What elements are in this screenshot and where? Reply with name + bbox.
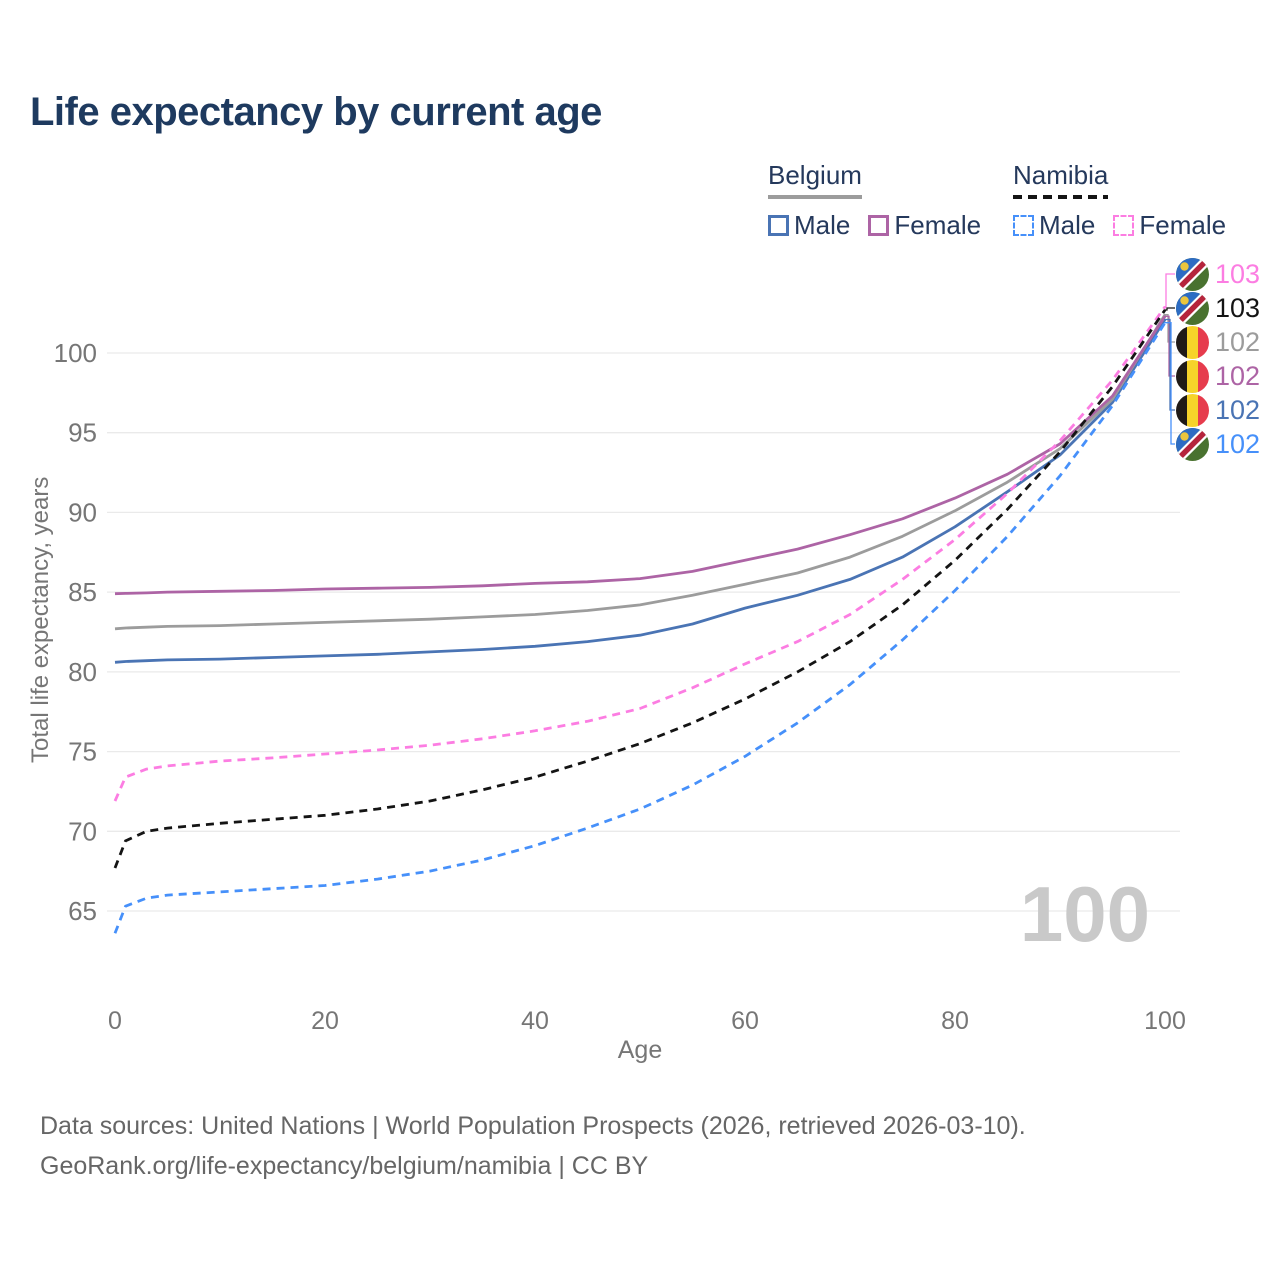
y-tick-label-80: 80: [68, 657, 97, 687]
belgium-flag-icon: [1176, 326, 1209, 359]
end-label-row-belgium_total[interactable]: 102: [1176, 325, 1260, 359]
legend-namibia-header[interactable]: Namibia: [1013, 160, 1109, 199]
end-label-value: 102: [1215, 428, 1261, 459]
end-label-value: 103: [1215, 292, 1261, 323]
legend-belgium-header[interactable]: Belgium: [768, 160, 862, 199]
namibia-flag-icon: [1176, 428, 1209, 461]
legend-item-belgium-female[interactable]: Female: [868, 210, 981, 241]
series-line-belgium_female[interactable]: [114, 315, 1167, 596]
end-label-row-namibia_female[interactable]: 103: [1176, 257, 1260, 291]
end-label-value: 102: [1215, 394, 1261, 425]
end-label-row-belgium_male[interactable]: 102: [1176, 393, 1260, 427]
namibia-flag-icon: [1176, 292, 1209, 325]
series-line-belgium_male[interactable]: [114, 318, 1167, 664]
legend-item-namibia-female[interactable]: Female: [1113, 210, 1226, 241]
end-label-row-namibia_total[interactable]: 103: [1176, 291, 1260, 325]
end-label-row-belgium_female[interactable]: 102: [1176, 359, 1260, 393]
chart-title: Life expectancy by current age: [30, 90, 602, 134]
legend-label-namibia-male: Male: [1039, 210, 1096, 240]
end-label-connector-belgium_female: [1164, 315, 1175, 377]
namibia-flag-icon: [1176, 258, 1209, 291]
y-tick-label-75: 75: [68, 737, 97, 767]
x-axis-title: Age: [617, 1036, 663, 1064]
legend-swatch-namibia-female: [1113, 215, 1135, 236]
legend-swatch-namibia-male: [1013, 215, 1034, 236]
end-label-connector-belgium_male: [1164, 318, 1175, 411]
end-label-connector-namibia_male: [1164, 322, 1175, 445]
legend-group-belgium: Belgium Male Female: [768, 160, 981, 241]
end-label-value: 102: [1215, 326, 1261, 357]
series-line-namibia_total[interactable]: [113, 309, 1167, 869]
x-tick-label-0: 0: [108, 1007, 122, 1035]
footer: Data sources: United Nations | World Pop…: [40, 1106, 1026, 1186]
footer-data-sources: Data sources: United Nations | World Pop…: [40, 1112, 1026, 1140]
legend-label-belgium-male: Male: [794, 210, 851, 240]
series-line-namibia_female[interactable]: [113, 305, 1167, 802]
legend-group-namibia: Namibia Male Female: [1013, 160, 1226, 241]
legend-namibia-label: Namibia: [1013, 160, 1109, 190]
legend-belgium-line-sample: [768, 195, 862, 199]
end-label-connector-namibia_female: [1164, 273, 1175, 308]
series-line-belgium_total[interactable]: [114, 313, 1167, 631]
x-tick-label-80: 80: [941, 1007, 969, 1035]
y-tick-label-100: 100: [54, 338, 97, 368]
belgium-flag-icon: [1176, 360, 1209, 393]
legend-label-belgium-female: Female: [894, 210, 982, 240]
legend-namibia-line-sample: [1013, 195, 1109, 199]
legend-item-belgium-male[interactable]: Male: [768, 210, 850, 241]
y-axis-title: Total life expectancy, years: [27, 476, 54, 764]
age-watermark: 100: [1020, 870, 1150, 958]
legend-swatch-belgium-male: [768, 215, 789, 236]
end-label-connector-namibia_total: [1164, 307, 1175, 311]
belgium-flag-icon: [1176, 394, 1209, 427]
legend-belgium-label: Belgium: [768, 160, 862, 190]
footer-attribution-link[interactable]: GeoRank.org/life-expectancy/belgium/nami…: [40, 1152, 649, 1180]
x-tick-label-40: 40: [521, 1007, 549, 1035]
legend-swatch-belgium-female: [868, 215, 890, 236]
x-tick-label-100: 100: [1144, 1007, 1186, 1035]
y-tick-label-90: 90: [68, 497, 97, 527]
end-label-value: 102: [1215, 360, 1261, 391]
legend-item-namibia-male[interactable]: Male: [1013, 210, 1095, 241]
end-label-value: 103: [1215, 258, 1261, 289]
x-tick-label-60: 60: [731, 1007, 759, 1035]
y-tick-label-95: 95: [68, 418, 97, 448]
y-tick-label-85: 85: [68, 577, 97, 607]
y-tick-label-65: 65: [68, 896, 97, 926]
legend-label-namibia-female: Female: [1139, 210, 1227, 240]
x-tick-label-20: 20: [311, 1007, 339, 1035]
y-tick-label-70: 70: [68, 816, 97, 846]
end-label-row-namibia_male[interactable]: 102: [1176, 427, 1260, 461]
series-line-namibia_male[interactable]: [113, 321, 1167, 934]
